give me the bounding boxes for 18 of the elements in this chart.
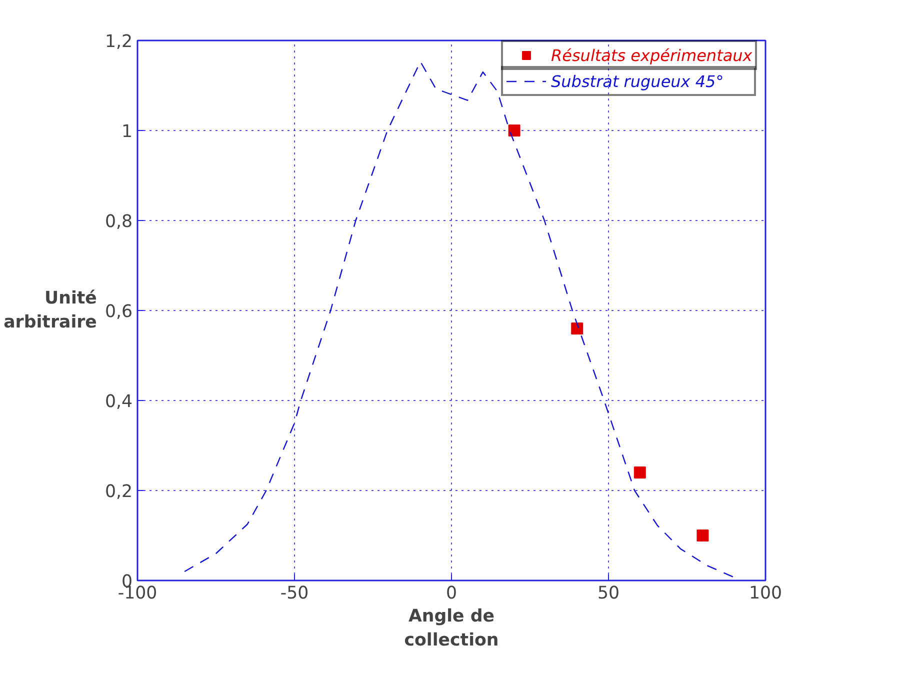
y-tick-label: 0,2 (104, 482, 133, 502)
y-tick-label: 0,8 (104, 212, 133, 232)
y-axis-title: Unité arbitraire (4, 288, 97, 332)
x-tick-label: 50 (597, 584, 620, 604)
point (696, 530, 709, 542)
x-tick-label: 100 (748, 584, 782, 604)
y-tick-label: 0,6 (104, 302, 133, 322)
x-tick-label: -50 (280, 584, 309, 604)
y-tick-label: 1 (121, 122, 133, 142)
y-tick-label: 0,4 (104, 392, 133, 412)
point (508, 124, 520, 136)
legend-label: Résultats expérimentaux (551, 46, 752, 64)
point (571, 322, 584, 334)
point (634, 466, 646, 478)
x-tick-label: 0 (446, 584, 458, 604)
x-axis-title: Angle de collection (404, 606, 499, 650)
y-tick-label: 1,2 (104, 32, 133, 52)
legend-label: Substrat rugueux 45° (551, 72, 725, 90)
